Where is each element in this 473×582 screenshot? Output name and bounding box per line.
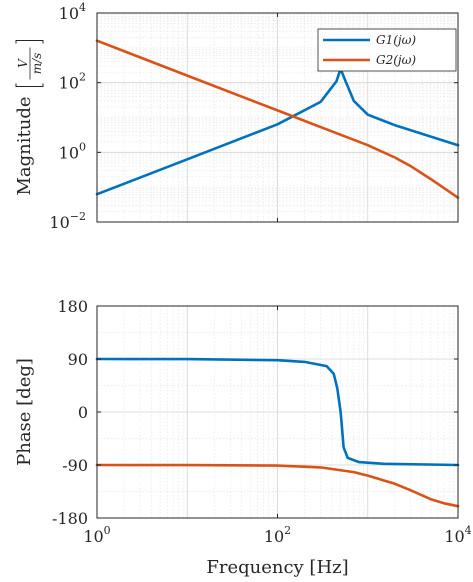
magnitude-plot: 10−2 100 102 104 Magnitude V m/s G1(jω) G2(j…	[14, 1, 460, 232]
y-tick-label: 90	[68, 350, 88, 369]
y-tick-label: -90	[62, 456, 88, 475]
legend-entry-label: G1(jω)	[376, 33, 416, 47]
x-tick-label: 100	[83, 524, 110, 546]
x-tick-label: 102	[264, 524, 291, 546]
magnitude-series-line-2	[95, 39, 460, 199]
units-right-bracket	[15, 40, 44, 44]
phase-plot: -180 -90 0 90 180 100 102 104 Phase [deg] Frequ…	[14, 297, 472, 578]
legend-entry-label: G2(jω)	[376, 53, 416, 67]
y-tick-label: 0	[78, 403, 88, 422]
units-numerator: V	[16, 58, 30, 68]
y-tick-label: 10−2	[49, 210, 86, 232]
magnitude-label-text: Magnitude	[14, 96, 35, 195]
y-tick-label: -180	[52, 509, 88, 528]
magnitude-ticks: 10−2 100 102 104	[49, 1, 459, 232]
magnitude-y-axis-label: Magnitude V m/s	[14, 40, 44, 196]
units-denominator: m/s	[30, 53, 44, 75]
phase-series-line-1	[95, 357, 460, 467]
phase-ticks: -180 -90 0 90 180 100 102 104	[52, 297, 472, 546]
phase-series-line-2	[95, 463, 460, 508]
y-tick-label: 104	[59, 1, 86, 23]
legend-box	[317, 28, 457, 72]
phase-y-axis-label: Phase [deg]	[14, 358, 35, 466]
phase-series-group	[95, 357, 460, 508]
legend: G1(jω) G2(jω)	[317, 28, 457, 72]
y-tick-label: 102	[59, 71, 86, 93]
units-left-bracket	[15, 83, 44, 87]
x-tick-label: 104	[444, 524, 471, 546]
magnitude-grid	[96, 13, 458, 223]
y-tick-label: 100	[59, 140, 86, 162]
y-tick-label: 180	[57, 297, 88, 316]
magnitude-units-fraction: V m/s	[15, 40, 44, 87]
x-axis-label: Frequency [Hz]	[206, 557, 348, 578]
